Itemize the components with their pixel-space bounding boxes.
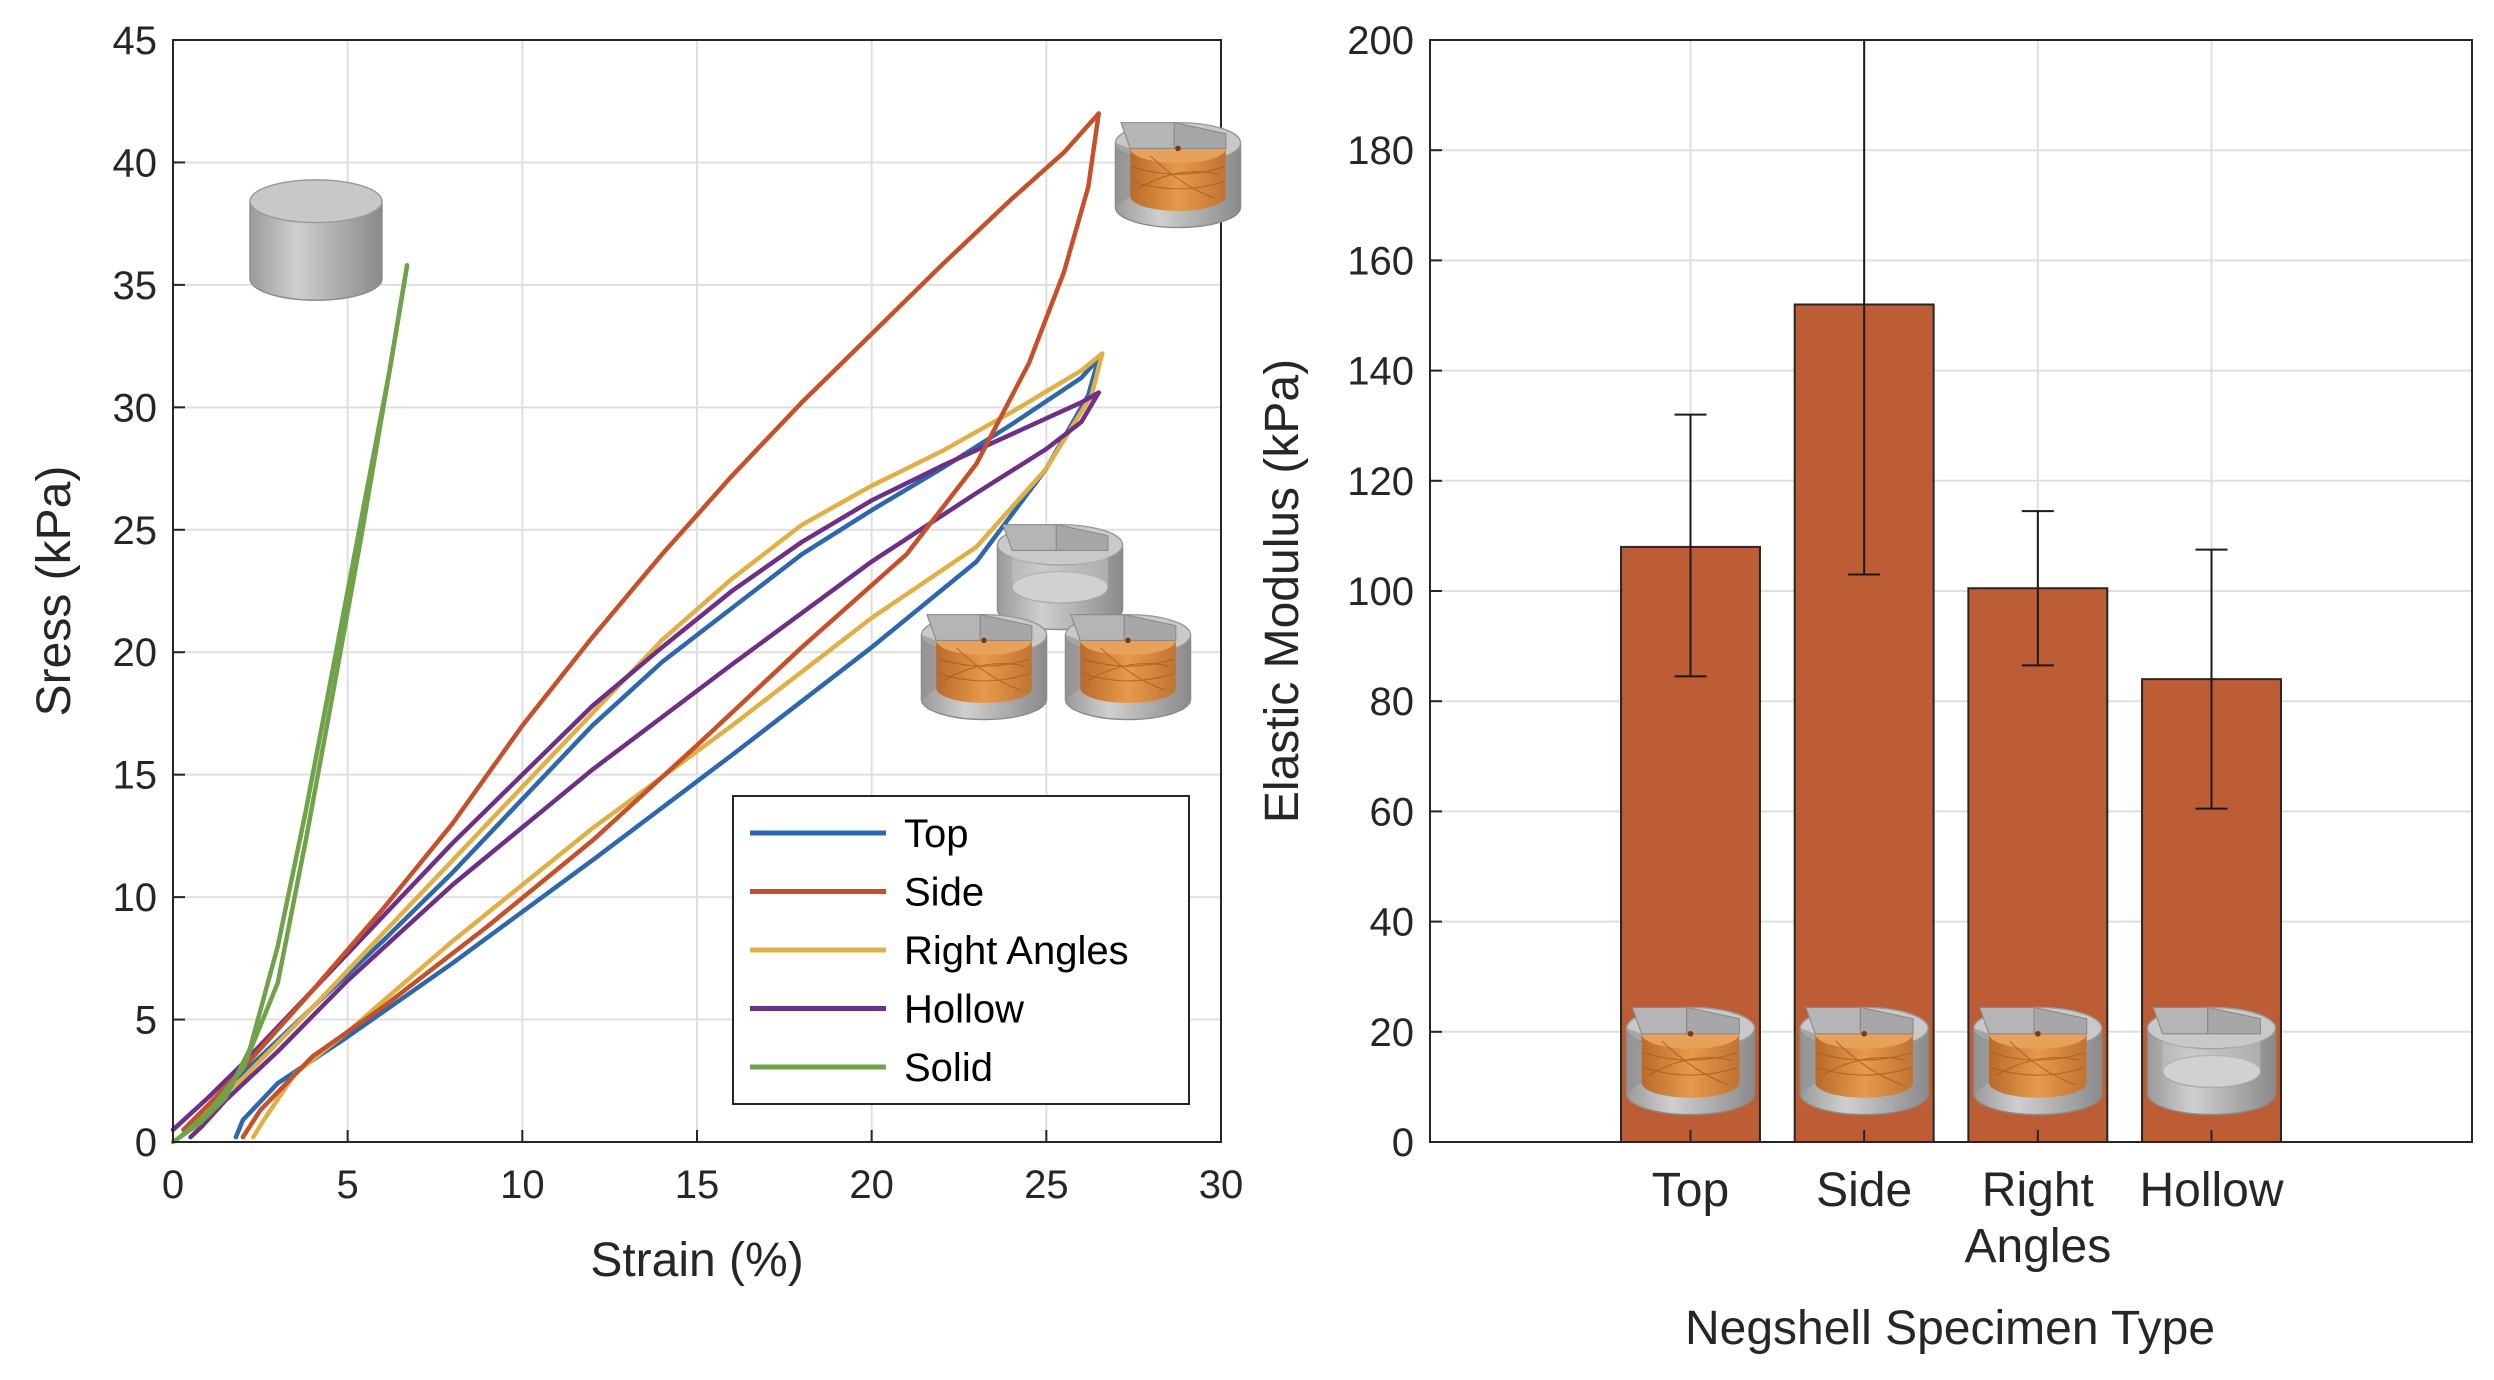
right-y-tick-label: 180 [1347, 129, 1414, 173]
left-x-tick-label: 30 [1199, 1163, 1244, 1207]
left-y-tick-label: 20 [113, 631, 158, 675]
left-y-tick-label: 10 [113, 876, 158, 920]
right-y-tick-label: 0 [1392, 1121, 1414, 1165]
right-y-tick-label: 60 [1370, 790, 1415, 834]
right-x-tick-label: Top [1652, 1164, 1729, 1217]
left-y-tick-label: 35 [113, 264, 158, 308]
right-x-axis-label: Negshell Specimen Type [1685, 1302, 2215, 1355]
legend-label-top: Top [904, 812, 969, 856]
side-specimen-icon [1799, 1006, 1929, 1116]
right-x-tick-label: Angles [1964, 1220, 2111, 1273]
right-y-tick-label: 120 [1347, 460, 1414, 504]
left-x-axis-label: Strain (%) [590, 1234, 803, 1287]
left-y-tick-label: 30 [113, 386, 158, 430]
right-y-tick-label: 80 [1370, 680, 1415, 724]
right-y-tick-label: 40 [1370, 901, 1415, 945]
side-specimen-icon [1114, 121, 1242, 229]
legend-label-side: Side [904, 871, 984, 915]
left-tick-labels: 0 5 10 15 20 25 30 0 5 10 15 20 25 30 35 40 45 [113, 19, 1244, 1207]
right-x-tick-label: Hollow [2139, 1164, 2283, 1217]
left-y-axis-label: Sress (kPa) [28, 466, 81, 717]
legend: Top Side Right Angles Hollow Solid [732, 795, 1190, 1105]
left-y-tick-label: 45 [113, 19, 158, 63]
legend-label-hollow: Hollow [904, 988, 1024, 1032]
stress-strain-chart: 0 5 10 15 20 25 30 0 5 10 15 20 25 30 35 40 45 Strain (%… [28, 19, 1243, 1287]
legend-label-solid: Solid [904, 1046, 993, 1090]
left-axes-box [172, 39, 1222, 1143]
left-x-tick-label: 10 [500, 1163, 545, 1207]
curve-solid-unloading [177, 263, 410, 1140]
left-x-tick-label: 25 [1024, 1163, 1069, 1207]
left-x-tick-label: 0 [162, 1163, 184, 1207]
right-y-tick-label: 100 [1347, 570, 1414, 614]
curve-side-loading [181, 111, 1101, 1133]
right-y-tick-label: 20 [1370, 1011, 1415, 1055]
right-y-axis-label: Elastic Modulus (kPa) [1256, 359, 1309, 823]
right-grid [1430, 39, 2472, 1143]
right-angles-specimen-icon [1973, 1006, 2103, 1116]
left-x-tick-label: 20 [849, 1163, 894, 1207]
hollow-specimen-icon [2146, 1006, 2277, 1116]
right-y-tick-label: 160 [1347, 239, 1414, 283]
legend-label-right-angles: Right Angles [904, 929, 1129, 973]
solid-cylinder-icon [249, 179, 383, 301]
left-y-tick-label: 25 [113, 509, 158, 553]
right-x-tick-label: Side [1816, 1164, 1912, 1217]
right-tick-labels: 0 20 40 60 80 100 120 140 160 180 200 Top Side RightA… [1347, 19, 2284, 1273]
curve-side-unloading [240, 111, 1101, 1140]
left-y-tick-label: 15 [113, 754, 158, 798]
right-x-tick-label: Right [1982, 1164, 2094, 1217]
left-x-tick-label: 5 [337, 1163, 359, 1207]
left-y-tick-label: 0 [135, 1121, 157, 1165]
left-y-tick-label: 5 [135, 999, 157, 1043]
right-axes-box [1429, 39, 2473, 1143]
right-y-tick-label: 140 [1347, 350, 1414, 394]
left-y-tick-label: 40 [113, 141, 158, 185]
right-y-tick-label: 200 [1347, 19, 1414, 63]
top-specimen-icon [1625, 1006, 1756, 1116]
three-specimens-icon [920, 523, 1192, 721]
left-x-tick-label: 15 [675, 1163, 720, 1207]
stress-strain-curves [170, 111, 1105, 1145]
elastic-modulus-chart: 0 20 40 60 80 100 120 140 160 180 200 Top Side RightA… [1256, 19, 2473, 1355]
